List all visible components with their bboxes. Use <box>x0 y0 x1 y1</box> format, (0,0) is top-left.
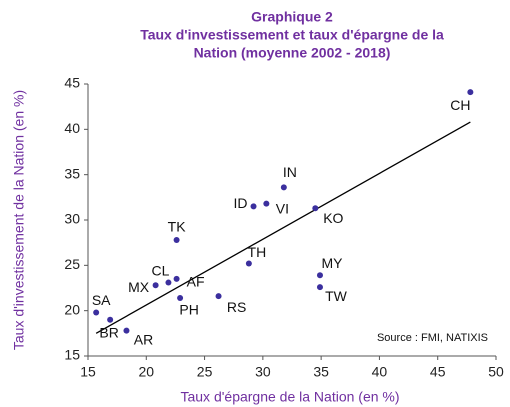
point-label: SA <box>92 292 111 308</box>
y-tick-label: 45 <box>64 75 80 91</box>
point <box>152 282 159 289</box>
point <box>173 236 180 243</box>
point <box>215 293 222 300</box>
point-label: TK <box>168 219 187 235</box>
point-label: MY <box>321 255 343 271</box>
point <box>263 200 270 207</box>
chart-title: Graphique 2 <box>251 9 333 25</box>
y-tick-label: 25 <box>64 256 80 272</box>
point-label: TH <box>248 244 267 260</box>
x-tick-label: 35 <box>313 364 329 380</box>
point-label: VI <box>276 200 289 216</box>
chart-title: Nation (moyenne 2002 - 2018) <box>194 45 391 61</box>
point <box>250 203 257 210</box>
x-tick-label: 45 <box>430 364 446 380</box>
point-label: ID <box>234 195 248 211</box>
point <box>280 184 287 191</box>
x-tick-label: 20 <box>138 364 154 380</box>
point <box>316 284 323 291</box>
point <box>165 279 172 286</box>
y-tick-label: 15 <box>64 347 80 363</box>
point-label: KO <box>323 210 343 226</box>
chart-title: Taux d'investissement et taux d'épargne … <box>140 27 444 43</box>
point <box>173 275 180 282</box>
y-tick-label: 40 <box>64 120 80 136</box>
point-label: IN <box>283 164 297 180</box>
x-tick-label: 30 <box>255 364 271 380</box>
point-label: TW <box>325 288 348 304</box>
y-axis-title: Taux d'investissement de la Nation (en %… <box>11 90 27 350</box>
source-note: Source : FMI, NATIXIS <box>377 332 488 344</box>
x-tick-label: 25 <box>197 364 213 380</box>
point-label: BR <box>99 324 118 340</box>
y-tick-label: 35 <box>64 165 80 181</box>
point-label: RS <box>227 299 246 315</box>
trend-line <box>95 121 471 334</box>
point <box>245 260 252 267</box>
point <box>316 272 323 279</box>
point <box>93 309 100 316</box>
x-tick-label: 40 <box>372 364 388 380</box>
point-label: AF <box>187 274 205 290</box>
point <box>123 327 130 334</box>
point-label: AR <box>134 331 153 347</box>
point <box>467 89 474 96</box>
y-tick-label: 30 <box>64 211 80 227</box>
y-tick-label: 20 <box>64 301 80 317</box>
point <box>107 316 114 323</box>
point <box>177 294 184 301</box>
point <box>312 205 319 212</box>
x-tick-label: 15 <box>80 364 96 380</box>
point-label: MX <box>128 279 150 295</box>
point-label: CL <box>151 262 169 278</box>
x-axis-title: Taux d'épargne de la Nation (en %) <box>180 389 399 405</box>
point-label: CH <box>450 97 470 113</box>
x-tick-label: 50 <box>488 364 504 380</box>
point-label: PH <box>179 302 198 318</box>
